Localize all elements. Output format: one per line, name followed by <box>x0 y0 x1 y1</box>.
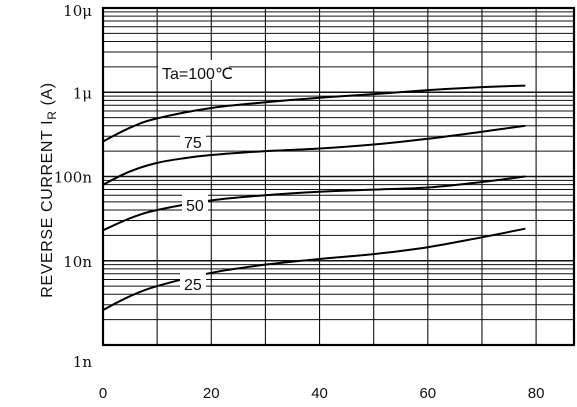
x-tick-label: 40 <box>311 385 328 402</box>
x-tick-label: 20 <box>203 385 220 402</box>
y-axis-label-unit: (A) <box>39 82 56 110</box>
curve-label-2: 50 <box>186 198 204 215</box>
curve-series-0 <box>102 84 526 143</box>
curve-label-bg <box>180 271 206 291</box>
plot-border <box>101 6 576 347</box>
y-tick-label: 1μ <box>73 84 93 102</box>
x-tick-labels: 0 20 40 60 80 <box>99 385 545 402</box>
curve-label-3: 25 <box>184 277 202 294</box>
curve-label-0: Ta=100℃ <box>162 66 233 83</box>
y-tick-label: 100n <box>54 169 93 187</box>
curves <box>102 84 526 311</box>
curve-label-bg <box>180 129 206 149</box>
curve-series-3 <box>102 227 526 311</box>
y-tick-label: 10μ <box>63 2 92 20</box>
curve-label-1: 75 <box>184 135 202 152</box>
x-tick-label: 0 <box>99 385 107 402</box>
y-axis-label: REVERSE CURRENT IR (A) <box>39 82 59 297</box>
y-axis-label-subscript: R <box>45 110 59 119</box>
curve-label-bg <box>182 192 208 212</box>
curve-label-bg <box>158 60 229 80</box>
curve-labels: Ta=100℃ 75 50 25 <box>158 60 233 294</box>
curve-series-1 <box>102 124 526 186</box>
curve-series-2 <box>102 175 526 232</box>
x-tick-label: 60 <box>419 385 436 402</box>
y-axis-label-main: REVERSE CURRENT I <box>39 120 56 298</box>
y-tick-label: 10n <box>63 253 92 271</box>
grid <box>103 8 574 345</box>
x-tick-label: 80 <box>528 385 545 402</box>
y-tick-labels: 1n 10n 100n 1μ 10μ <box>54 2 93 371</box>
plot-frame <box>101 6 576 347</box>
y-tick-label: 1n <box>73 353 93 371</box>
